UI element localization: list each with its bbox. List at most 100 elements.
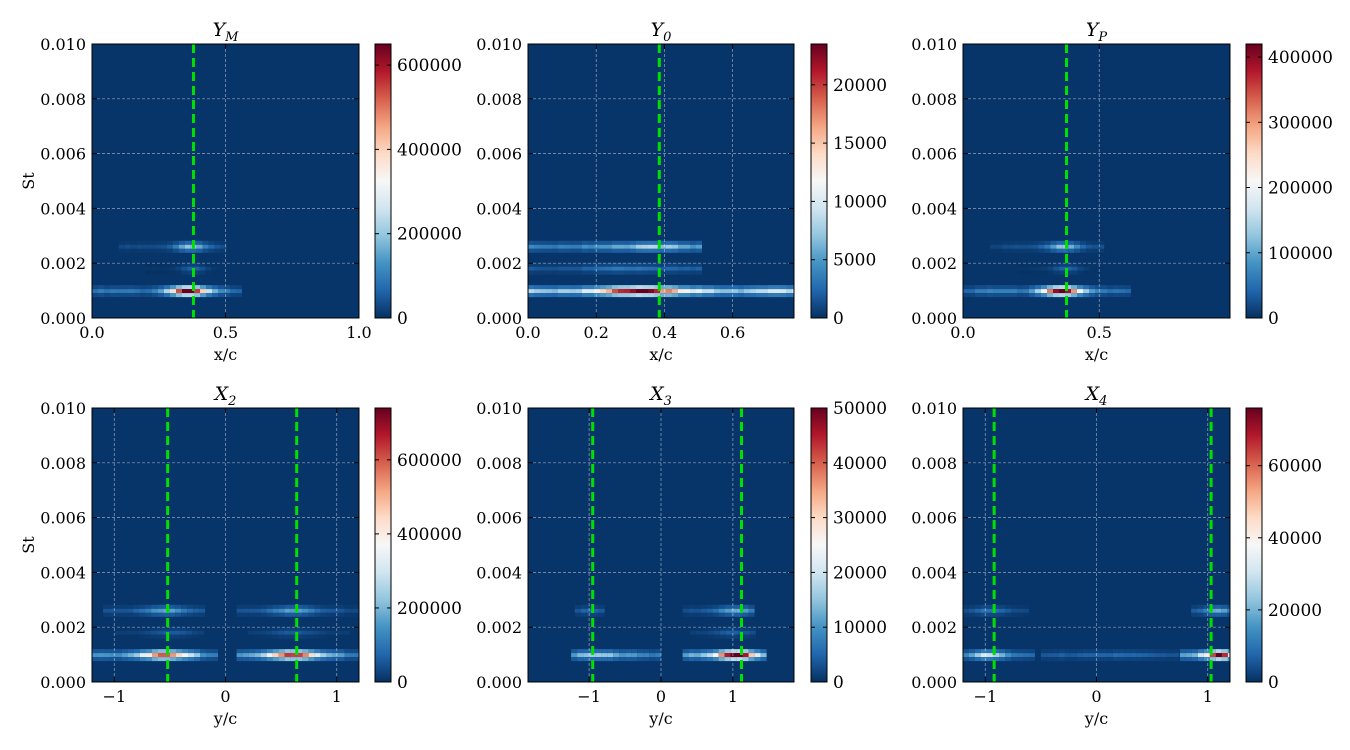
heatmap-cell: [730, 612, 737, 617]
heatmap-cell: [564, 262, 570, 267]
heatmap-cell: [684, 266, 690, 271]
colorbar-tick-label: 400000: [397, 525, 462, 545]
heatmap-cell: [743, 626, 750, 631]
colorbar-gradient: [810, 407, 828, 683]
heatmap-cell: [214, 244, 221, 249]
heatmap-cell: [175, 270, 182, 275]
heatmap-cell: [666, 285, 672, 290]
heatmap-cell: [720, 285, 726, 290]
heatmap-cell: [576, 285, 582, 290]
heatmap-cell: [1101, 285, 1107, 290]
heatmap-cell: [731, 630, 738, 635]
heatmap-cell: [648, 248, 654, 253]
heatmap-cell: [208, 244, 215, 249]
heatmap-cell: [546, 240, 552, 245]
heatmap-cell: [200, 657, 206, 662]
heatmap-cell: [648, 289, 654, 294]
heatmap-cell: [1053, 270, 1060, 275]
heatmap-cell: [139, 608, 146, 613]
heatmap-cell: [1191, 657, 1198, 662]
heatmap-cell: [592, 612, 599, 617]
heatmap-cell: [612, 262, 618, 267]
heatmap-cell: [1041, 266, 1048, 271]
heatmap-cell: [356, 649, 359, 654]
heatmap-cell: [98, 293, 104, 298]
heatmap-cell: [606, 270, 612, 275]
heatmap-cell: [1041, 285, 1047, 290]
heatmap-cell: [742, 657, 749, 662]
heatmap-cell: [981, 604, 987, 609]
heatmap-cell: [1065, 289, 1071, 294]
heatmap-cell: [1160, 649, 1167, 654]
heatmap-cell: [688, 653, 695, 658]
heatmap-cell: [648, 240, 654, 245]
y-tick-label: 0.000: [40, 673, 86, 692]
heatmap-cell: [205, 270, 212, 275]
heatmap-cell: [540, 289, 546, 294]
heatmap-cell: [1068, 244, 1075, 249]
colorbar: 0 100000 200000 300000 400000: [1245, 43, 1333, 329]
heatmap-cell: [1029, 262, 1036, 267]
heatmap-cell: [134, 289, 140, 294]
heatmap-cell: [163, 270, 170, 275]
heatmap-cell: [1035, 262, 1042, 267]
heatmap-cell: [1092, 240, 1099, 245]
heatmap-background: [528, 44, 794, 318]
heatmap-cell: [736, 653, 743, 658]
heatmap-cell: [1002, 248, 1009, 253]
heatmap-cell: [1050, 240, 1057, 245]
heatmap-cell: [271, 626, 278, 631]
colorbar-gradient: [1245, 43, 1263, 319]
heatmap-cell: [738, 293, 744, 298]
heatmap-cell: [564, 285, 570, 290]
heatmap-cell: [134, 657, 140, 662]
heatmap-cell: [337, 626, 344, 631]
heatmap-cell: [320, 608, 327, 613]
heatmap-cell: [1041, 262, 1048, 267]
heatmap-cell: [314, 657, 321, 662]
heatmap-cell: [199, 270, 206, 275]
heatmap-cell: [187, 612, 194, 617]
heatmap-cell: [708, 285, 714, 290]
heatmap-cell: [194, 653, 200, 658]
heatmap-cell: [672, 266, 678, 271]
heatmap-cell: [564, 293, 570, 298]
heatmap-cell: [236, 293, 242, 298]
heatmap-cell: [284, 604, 291, 609]
heatmap-cell: [607, 653, 614, 658]
heatmap-cell: [742, 604, 749, 609]
heatmap-cell: [613, 649, 620, 654]
heatmap-cell: [110, 657, 116, 662]
heatmap-cell: [714, 293, 720, 298]
heatmap-cell: [186, 630, 193, 635]
heatmap-cell: [1203, 657, 1210, 662]
heatmap-cell: [666, 262, 672, 267]
heatmap-cell: [1080, 244, 1087, 249]
heatmap-cell: [987, 604, 993, 609]
heatmap-cell: [236, 608, 243, 613]
heatmap-cell: [1083, 266, 1090, 271]
y-tick-label: 0.000: [911, 673, 957, 692]
heatmap-cell: [343, 634, 350, 639]
heatmap-cell: [266, 604, 273, 609]
heatmap-cell: [1065, 266, 1072, 271]
heatmap-cell: [212, 653, 218, 658]
heatmap-cell: [606, 285, 612, 290]
heatmap-cell: [595, 649, 602, 654]
heatmap-cell: [712, 608, 719, 613]
panel-title-main: X: [213, 383, 230, 405]
heatmap-cell: [642, 266, 648, 271]
heatmap-panel: −1 0 1 0.000 0.002 0.004 0.006 0.008 0.010 y/c St X…: [19, 383, 462, 728]
heatmap-cell: [350, 608, 357, 613]
heatmap-cell: [672, 270, 678, 275]
heatmap-cell: [104, 293, 110, 298]
heatmap-cell: [760, 657, 767, 662]
heatmap-cell: [1058, 649, 1065, 654]
heatmap-cell: [344, 653, 351, 658]
heatmap-cell: [1130, 653, 1137, 658]
heatmap-cell: [1064, 649, 1071, 654]
heatmap-cell: [993, 608, 999, 613]
heatmap-cell: [1088, 657, 1095, 662]
heatmap-cell: [594, 293, 600, 298]
heatmap-cell: [140, 285, 146, 290]
